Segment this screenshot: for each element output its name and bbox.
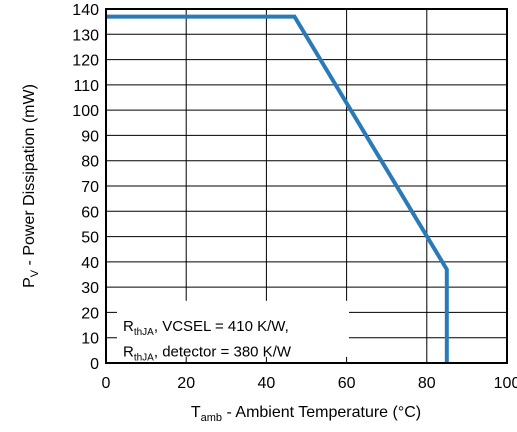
series-lines bbox=[106, 14, 449, 363]
y-axis-label-main: P bbox=[21, 277, 38, 288]
y-tick-label: 70 bbox=[81, 179, 99, 196]
annotation-sub: thJA bbox=[134, 352, 154, 363]
x-axis-label-rest: - Ambient Temperature (°C) bbox=[222, 404, 421, 421]
x-tick-label: 0 bbox=[102, 375, 111, 392]
annotation-line: RthJA, detector = 380 K/W bbox=[123, 343, 292, 363]
annotation-main: R bbox=[123, 318, 134, 335]
series-line bbox=[106, 14, 449, 363]
y-tick-label: 100 bbox=[72, 103, 99, 120]
y-tick-label: 130 bbox=[72, 27, 99, 44]
annotation-main: R bbox=[123, 343, 134, 360]
x-tick-label: 80 bbox=[418, 375, 436, 392]
y-tick-label: 20 bbox=[81, 305, 99, 322]
y-tick-labels: 0 10 20 30 40 50 60 70 80 90 100 110 120 130 140 bbox=[72, 2, 99, 373]
y-tick-label: 120 bbox=[72, 53, 99, 70]
annotation-line: RthJA, VCSEL = 410 K/W, bbox=[123, 318, 289, 338]
y-tick-label: 40 bbox=[81, 255, 99, 272]
annotation-background bbox=[117, 300, 349, 357]
y-tick-label: 90 bbox=[81, 128, 99, 145]
x-axis-label: Tamb - Ambient Temperature (°C) bbox=[191, 404, 421, 424]
plot-frame bbox=[105, 8, 508, 364]
y-axis-label-rest: - Power Dissipation (mW) bbox=[21, 84, 38, 270]
annotation-sub: thJA bbox=[134, 327, 154, 338]
y-tick-label: 60 bbox=[81, 204, 99, 221]
x-axis-label-main: T bbox=[191, 404, 201, 421]
y-tick-label: 30 bbox=[81, 280, 99, 297]
y-axis-label: PV - Power Dissipation (mW) bbox=[21, 84, 41, 288]
y-tick-label: 140 bbox=[72, 2, 99, 19]
y-axis-label-sub: V bbox=[29, 269, 41, 277]
x-tick-label: 20 bbox=[177, 375, 195, 392]
y-tick-label: 80 bbox=[81, 154, 99, 171]
annotation-rest: , VCSEL = 410 K/W, bbox=[154, 318, 289, 335]
x-tick-label: 60 bbox=[338, 375, 356, 392]
y-tick-label: 0 bbox=[90, 356, 99, 373]
annotation-box: RthJA, VCSEL = 410 K/W,RthJA, detector =… bbox=[117, 300, 349, 363]
y-tick-label: 110 bbox=[73, 78, 99, 95]
x-tick-labels: 0 20 40 60 80 100 bbox=[102, 375, 517, 392]
x-tick-label: 100 bbox=[494, 375, 517, 392]
y-tick-label: 50 bbox=[81, 230, 99, 247]
x-tick-label: 40 bbox=[258, 375, 276, 392]
y-tick-label: 10 bbox=[81, 331, 99, 348]
x-axis-label-sub: amb bbox=[201, 412, 222, 424]
annotation-rest: , detector = 380 K/W bbox=[154, 343, 292, 360]
